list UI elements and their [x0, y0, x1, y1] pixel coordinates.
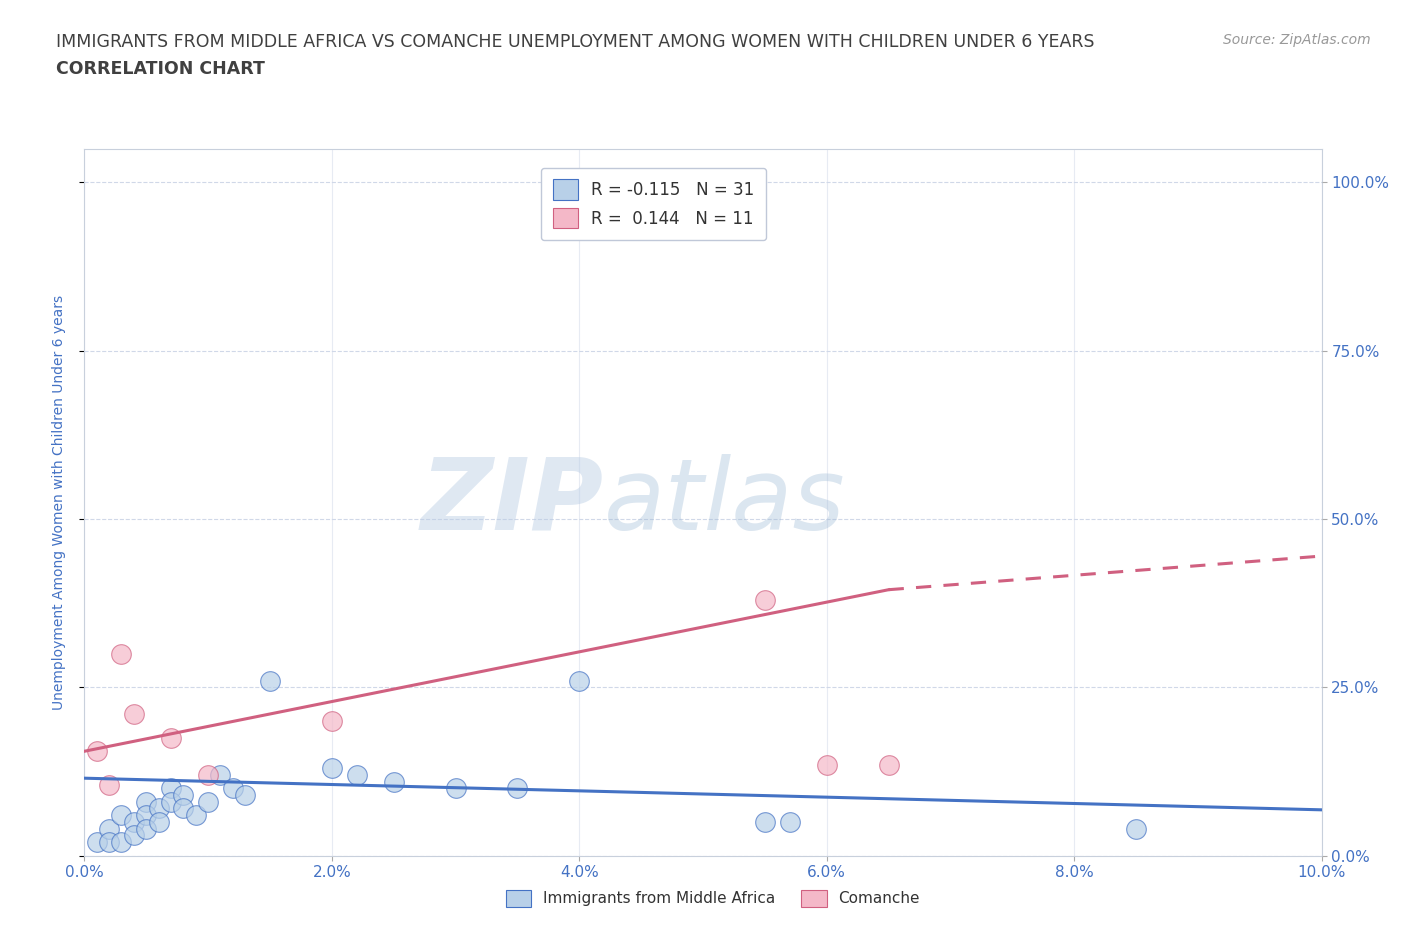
Point: [877, 757, 900, 772]
Point: [110, 808, 132, 823]
Text: ZIP: ZIP: [420, 454, 605, 551]
Point: [233, 788, 256, 803]
Point: [110, 646, 132, 661]
Point: [1125, 821, 1147, 836]
Point: [160, 794, 183, 809]
Legend: R = -0.115   N = 31, R =  0.144   N = 11: R = -0.115 N = 31, R = 0.144 N = 11: [541, 167, 766, 240]
Text: IMMIGRANTS FROM MIDDLE AFRICA VS COMANCHE UNEMPLOYMENT AMONG WOMEN WITH CHILDREN: IMMIGRANTS FROM MIDDLE AFRICA VS COMANCH…: [56, 33, 1095, 50]
Text: Immigrants from Middle Africa: Immigrants from Middle Africa: [543, 891, 775, 906]
Point: [98, 821, 121, 836]
Point: [110, 835, 132, 850]
Point: [382, 774, 405, 789]
Point: [568, 673, 591, 688]
Point: [568, 175, 591, 190]
Point: [122, 707, 145, 722]
Point: [754, 592, 776, 607]
Point: [172, 788, 194, 803]
Point: [321, 761, 343, 776]
Point: [321, 713, 343, 728]
Point: [122, 815, 145, 830]
Point: [259, 673, 281, 688]
Point: [148, 815, 170, 830]
Point: [815, 757, 838, 772]
Point: [98, 835, 121, 850]
Point: [346, 767, 368, 782]
Point: [754, 815, 776, 830]
Point: [506, 781, 529, 796]
Point: [122, 828, 145, 843]
Point: [135, 821, 157, 836]
Point: [172, 801, 194, 816]
Text: Source: ZipAtlas.com: Source: ZipAtlas.com: [1223, 33, 1371, 46]
Point: [222, 781, 245, 796]
Y-axis label: Unemployment Among Women with Children Under 6 years: Unemployment Among Women with Children U…: [52, 295, 66, 710]
Point: [160, 730, 183, 745]
Point: [86, 835, 108, 850]
Point: [160, 781, 183, 796]
Point: [184, 808, 207, 823]
Point: [197, 767, 219, 782]
Point: [209, 767, 232, 782]
Point: [148, 801, 170, 816]
Point: [135, 808, 157, 823]
Point: [197, 794, 219, 809]
Text: Comanche: Comanche: [838, 891, 920, 906]
Point: [86, 744, 108, 759]
Text: atlas: atlas: [605, 454, 845, 551]
Point: [444, 781, 467, 796]
Text: CORRELATION CHART: CORRELATION CHART: [56, 60, 266, 78]
Point: [779, 815, 801, 830]
Point: [98, 777, 121, 792]
Point: [135, 794, 157, 809]
